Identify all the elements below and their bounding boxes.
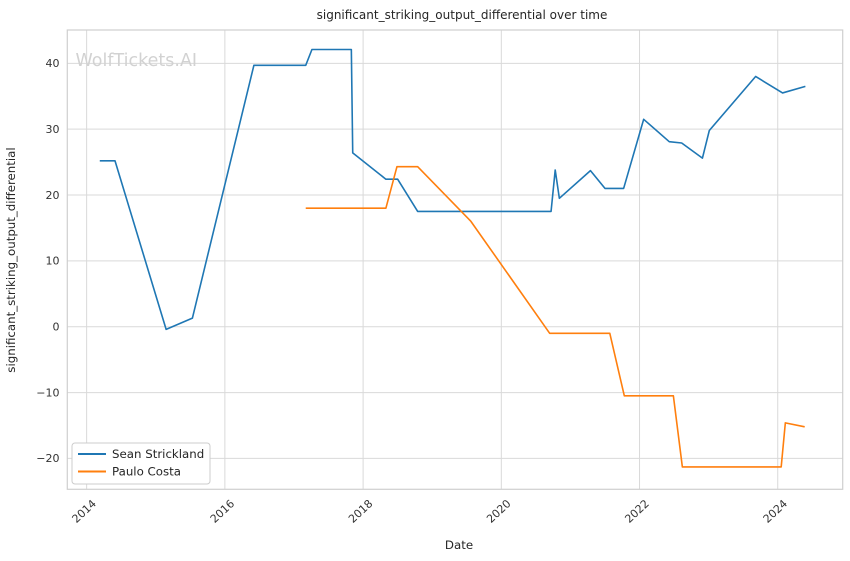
legend-label-sean-strickland: Sean Strickland bbox=[112, 447, 204, 461]
legend: Sean Strickland Paulo Costa bbox=[71, 442, 211, 485]
legend-box bbox=[71, 442, 211, 485]
y-tick-label--10: −10 bbox=[36, 386, 59, 399]
x-tick-label-2024: 2024 bbox=[761, 497, 790, 526]
legend-label-paulo-costa: Paulo Costa bbox=[112, 465, 181, 479]
chart-title: significant_striking_output_differential… bbox=[317, 8, 608, 22]
x-tick-label-2022: 2022 bbox=[622, 497, 651, 526]
watermark: WolfTickets.AI bbox=[76, 51, 198, 71]
y-tick-label-10: 10 bbox=[46, 255, 60, 268]
y-axis-label: significant_striking_output_differential bbox=[4, 147, 18, 372]
x-tick-label-2016: 2016 bbox=[208, 497, 237, 526]
y-tick-label--20: −20 bbox=[36, 452, 59, 465]
series-layer bbox=[99, 48, 806, 468]
x-tick-label-2020: 2020 bbox=[484, 497, 513, 526]
series-line-sean-strickland bbox=[99, 48, 806, 331]
y-tick-label-40: 40 bbox=[46, 57, 60, 70]
series-line-paulo-costa bbox=[305, 165, 805, 468]
grid-layer bbox=[66, 29, 844, 490]
x-tick-label-2018: 2018 bbox=[346, 497, 375, 526]
x-tick-label-2014: 2014 bbox=[70, 497, 99, 526]
y-tick-label-20: 20 bbox=[46, 189, 60, 202]
y-tick-label-30: 30 bbox=[46, 123, 60, 136]
y-tick-label-0: 0 bbox=[53, 321, 60, 334]
plot-border bbox=[66, 29, 844, 490]
x-axis-label: Date bbox=[445, 538, 473, 552]
